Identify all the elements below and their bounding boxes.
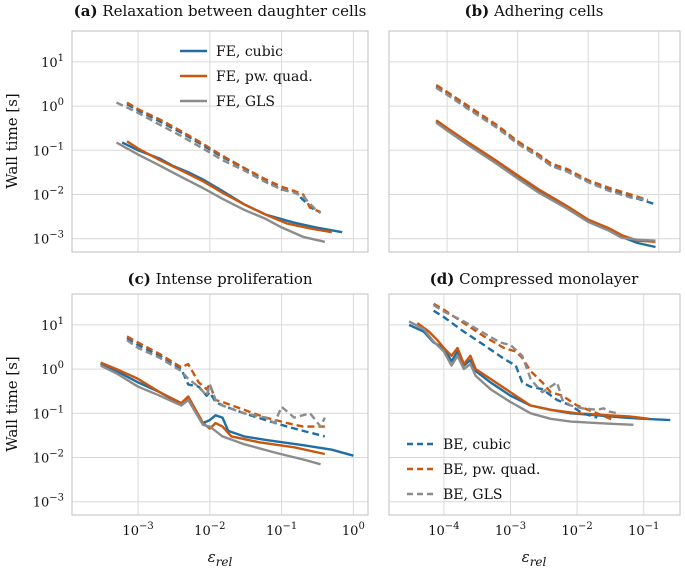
panel-c-ytick-label: 10−2 [33, 448, 64, 466]
panel-c-ytick-label: 100 [41, 360, 64, 378]
panel-c-ytick-label: 10−3 [33, 493, 64, 511]
panel-c-series-be-gls [126, 339, 326, 428]
panel-c-series [100, 335, 354, 466]
panel-c-xlabel: εrel [208, 548, 233, 569]
panel-b: (b) Adhering cells [388, 2, 681, 253]
panel-d-series-fe-pwquad [416, 322, 650, 420]
panel-d: (d) Compressed monolayer 10−4 10−3 10−2 10−… [388, 270, 681, 569]
panel-a-series [115, 101, 343, 243]
panel-a-ylabel: Wall time [s] [3, 93, 21, 189]
legend-be-gls-label: BE, GLS [443, 487, 502, 503]
panel-a-ytick-label: 10−3 [33, 230, 64, 248]
panel-d-series-fe-gls [408, 320, 634, 426]
panel-a-grid [72, 31, 368, 252]
panel-a-series-be-pwquad [126, 101, 322, 214]
legend-be-pwquad-label: BE, pw. quad. [443, 462, 540, 478]
panel-a-ytick-label: 10−1 [33, 141, 64, 159]
panel-a-series-be-gls [115, 101, 322, 215]
panel-b-series-be-pwquad [435, 83, 649, 202]
panel-c-series-be-cubic [126, 337, 326, 438]
panel-c-xtick-label: 10−1 [266, 521, 297, 539]
panel-b-series-be-gls [435, 86, 648, 202]
panel-b-series-fe-pwquad [435, 119, 656, 243]
panel-d-frame [388, 293, 681, 516]
panel-a-title: (a) Relaxation between daughter cells [74, 2, 367, 20]
panel-a-series-fe-pwquad [126, 140, 333, 234]
panel-a-ytick-label: 101 [41, 53, 64, 71]
panel-b-series-fe-gls [435, 121, 656, 242]
panel-c-ytick-label: 101 [41, 316, 64, 334]
panel-c-series-be-pwquad [126, 335, 325, 428]
panel-b-series-fe-cubic [435, 120, 656, 249]
panel-d-series [408, 302, 671, 426]
legend-be-cubic-label: BE, cubic [443, 437, 511, 453]
legend-fe-cubic-label: FE, cubic [216, 44, 283, 60]
panel-a-frame [71, 30, 369, 253]
panel-c-frame [71, 293, 369, 516]
legend-fe: FE, cubic FE, pw. quad. FE, GLS [180, 44, 313, 110]
legend-be: BE, cubic BE, pw. quad. BE, GLS [407, 437, 540, 503]
panel-c-xtick-label: 10−2 [194, 521, 225, 539]
panel-c: (c) Intense proliferation 10−310−210−110… [3, 270, 369, 569]
panel-d-xtick-label: 10−2 [561, 521, 592, 539]
panel-d-series-fe-cubic [408, 323, 671, 422]
panel-a-ytick-label: 100 [41, 97, 64, 115]
panel-a-series-fe-gls [115, 141, 326, 243]
panel-a: (a) Relaxation between daughter cells 10… [3, 2, 369, 253]
panel-d-series-be-cubic [432, 309, 598, 419]
panel-a-ticks: 10−3 10−2 10−1 100 101 [33, 53, 64, 248]
panel-c-series-fe-pwquad [100, 361, 326, 456]
panel-a-series-fe-cubic [121, 141, 343, 234]
panel-b-title: (b) Adhering cells [464, 2, 603, 20]
panel-c-title: (c) Intense proliferation [127, 270, 312, 288]
panel-c-ylabel: Wall time [s] [3, 356, 21, 452]
panel-d-title: (d) Compressed monolayer [430, 270, 640, 288]
panel-d-xtick-label: 10−3 [495, 521, 526, 539]
panel-b-grid [389, 31, 680, 252]
panel-c-xtick-label: 100 [342, 521, 365, 539]
panel-c-ytick-label: 10−1 [33, 404, 64, 422]
panel-a-ytick-label: 10−2 [33, 185, 64, 203]
panel-b-series [435, 83, 656, 249]
panel-c-series-fe-gls [100, 364, 321, 466]
legend-fe-gls-label: FE, GLS [216, 94, 275, 110]
panel-b-frame [388, 30, 681, 253]
panel-d-grid [389, 294, 680, 515]
panel-c-xtick-label: 10−3 [122, 521, 153, 539]
panel-c-ticks: 10−3 10−2 10−1 100 101 10−3 10−2 10−1 100 [33, 316, 365, 539]
panel-d-ticks: 10−4 10−3 10−2 10−1 [428, 521, 659, 539]
panel-d-xtick-label: 10−4 [428, 521, 459, 539]
panel-d-xlabel: εrel [522, 548, 547, 569]
panel-c-grid [72, 294, 368, 515]
legend-fe-pwquad-label: FE, pw. quad. [216, 69, 313, 85]
panel-d-xtick-label: 10−1 [628, 521, 659, 539]
